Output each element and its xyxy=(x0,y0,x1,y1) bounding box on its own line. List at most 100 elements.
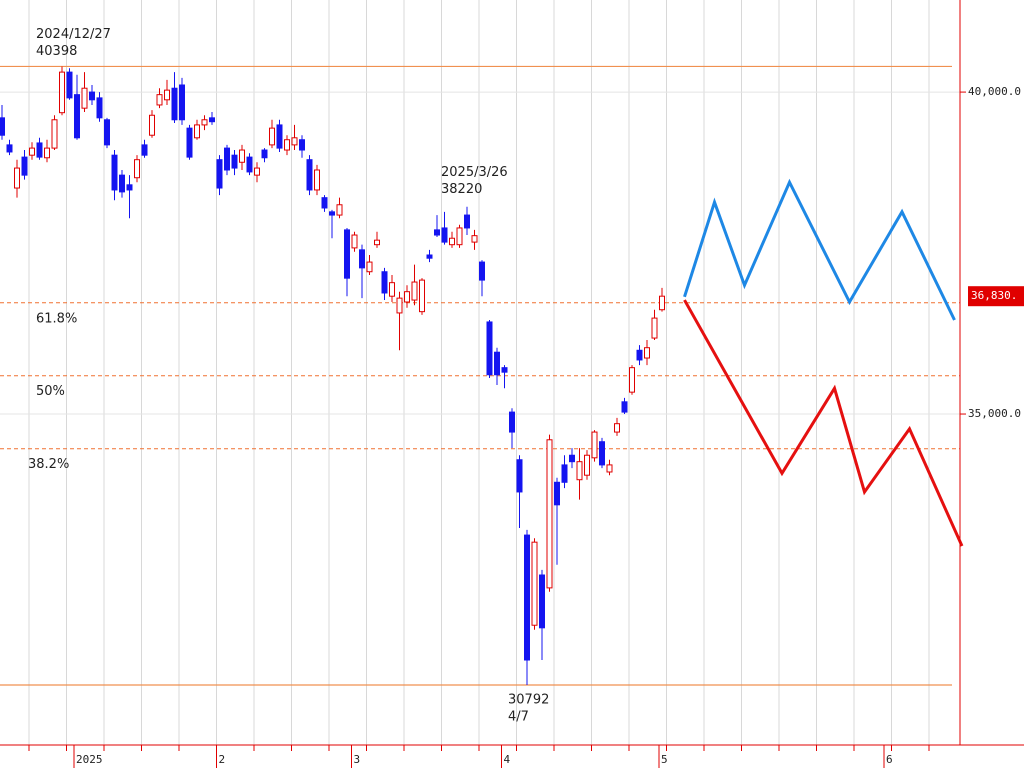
candle-body xyxy=(231,154,238,169)
last-price-box xyxy=(968,286,1024,307)
candle-body xyxy=(494,351,500,376)
x-tick-label: 3 xyxy=(354,753,361,766)
candle-body xyxy=(299,139,305,151)
candle-body xyxy=(441,227,448,243)
candle-body xyxy=(6,144,13,153)
candle-body xyxy=(89,91,95,101)
candle-body xyxy=(411,281,418,301)
candle-body xyxy=(284,139,290,151)
plot-area: 61.8% 50% 38.2% 2024/12/27 40398 2025/3/26 382… xyxy=(0,27,964,724)
candle-body xyxy=(486,321,493,376)
candle-body xyxy=(591,431,598,459)
candle-body xyxy=(329,211,335,216)
candle-body xyxy=(434,229,440,236)
candle-body xyxy=(426,254,433,259)
candle-body xyxy=(351,234,358,249)
candle-body xyxy=(381,271,388,294)
candle-body xyxy=(21,156,28,176)
candle-body xyxy=(261,149,268,159)
candle-body xyxy=(96,97,103,119)
candle-body xyxy=(134,159,140,179)
candle-body xyxy=(359,249,365,269)
candle-body xyxy=(554,481,560,506)
candle-body xyxy=(276,124,283,149)
annotation-value: 38220 xyxy=(441,182,482,197)
candle-body xyxy=(449,237,455,246)
candle-body xyxy=(224,147,230,171)
fib-label: 61.8% xyxy=(36,311,77,326)
candle-body xyxy=(209,117,215,123)
candle-body xyxy=(254,167,260,176)
y-tick-label: 35,000.0 xyxy=(968,407,1021,420)
candle-body xyxy=(194,124,200,139)
candle-body xyxy=(471,235,478,243)
candle-body xyxy=(126,184,133,191)
candle-body xyxy=(509,411,515,433)
candle-body xyxy=(14,167,20,189)
candle-body xyxy=(419,279,425,313)
x-tick-label: 4 xyxy=(504,753,511,766)
candle-body xyxy=(404,291,410,303)
candle-body xyxy=(621,401,628,413)
candle-body xyxy=(584,454,590,476)
candle-body xyxy=(576,461,583,481)
candle-body xyxy=(516,459,523,493)
candle-body xyxy=(164,89,170,101)
projection-line xyxy=(683,178,956,321)
candle-body xyxy=(366,261,373,273)
candle-body xyxy=(111,154,118,191)
candle-body xyxy=(659,295,665,311)
annotation-value: 40398 xyxy=(36,44,77,59)
candle-body xyxy=(321,197,328,209)
annotation-value: 30792 xyxy=(508,692,549,707)
candle-body xyxy=(36,142,43,158)
candle-body xyxy=(539,574,545,629)
candle-body xyxy=(239,149,245,163)
candle-body xyxy=(456,227,463,246)
candle-body xyxy=(66,71,73,99)
candle-body xyxy=(344,229,350,279)
candle-body xyxy=(201,119,208,126)
candle-body xyxy=(479,261,485,281)
x-tick-label: 2025 xyxy=(76,753,103,766)
candle-body xyxy=(74,94,80,139)
candle-body xyxy=(246,156,253,173)
candle-body xyxy=(306,159,313,191)
candle-body xyxy=(81,87,88,109)
candle-body xyxy=(44,147,50,159)
candle-body xyxy=(531,541,538,626)
x-tick-label: 5 xyxy=(661,753,668,766)
candle-body xyxy=(314,169,320,191)
candle-body xyxy=(606,464,613,473)
candle-body xyxy=(569,454,575,463)
fib-label: 50% xyxy=(36,384,65,399)
candle-body xyxy=(651,317,658,339)
candle-body xyxy=(636,349,643,361)
candle-body xyxy=(629,367,635,393)
candle-body xyxy=(216,159,223,189)
candle-body xyxy=(336,204,343,216)
candle-body xyxy=(0,117,5,136)
candle-body xyxy=(291,137,298,146)
candle-body xyxy=(104,119,110,146)
last-price-label: 36,830. xyxy=(971,289,1017,302)
candle-body xyxy=(179,84,185,121)
x-tick-label: 2 xyxy=(219,753,226,766)
candle-body xyxy=(561,464,568,483)
x-tick-label: 6 xyxy=(886,753,893,766)
candle-body xyxy=(644,347,650,359)
candle-body xyxy=(464,214,470,229)
candle-body xyxy=(269,127,275,146)
annotation-date: 2024/12/27 xyxy=(36,27,111,42)
annotation-date: 4/7 xyxy=(508,709,529,724)
candle-body xyxy=(524,534,530,661)
candle-body xyxy=(59,71,65,114)
y-tick-label: 40,000.0 xyxy=(968,85,1021,98)
candle-body xyxy=(186,127,193,158)
candle-body xyxy=(51,119,58,149)
candle-body xyxy=(374,239,380,246)
